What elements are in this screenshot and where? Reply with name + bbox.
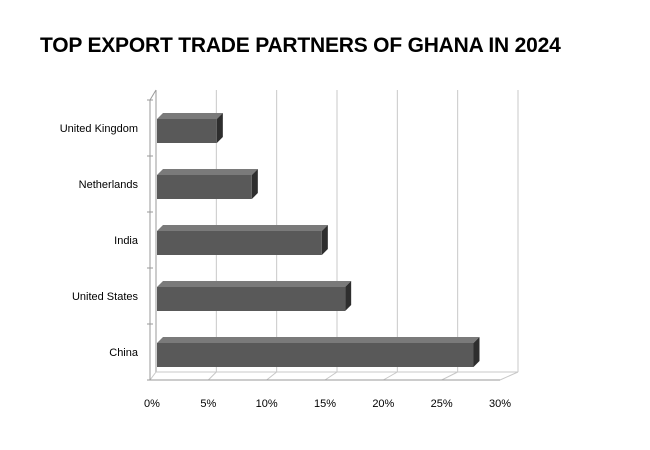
x-tick-label: 20% (372, 398, 394, 410)
bar-side (251, 169, 258, 199)
category-label: China (109, 347, 139, 359)
bar-front (157, 119, 217, 143)
category-label: Netherlands (79, 179, 139, 191)
category-labels: United Kingdom Netherlands India United Sta… (60, 123, 139, 359)
chart-title: TOP EXPORT TRADE PARTNERS OF GHANA IN 20… (40, 34, 561, 57)
bars (157, 113, 480, 367)
bar (157, 281, 352, 311)
x-tick-label: 5% (200, 398, 216, 410)
axes (147, 89, 518, 381)
bar-top (157, 225, 328, 231)
bar-side (473, 337, 480, 367)
bar-top (157, 169, 258, 175)
floor-gridline (324, 371, 338, 381)
bar (157, 337, 480, 367)
bar (157, 113, 223, 143)
floor-gridline (266, 371, 277, 381)
floor-gridline (441, 371, 458, 381)
category-label: India (114, 235, 139, 247)
x-tick-label: 15% (314, 398, 336, 410)
bar (157, 225, 328, 255)
y-axis-top (149, 89, 157, 101)
bar-front (157, 175, 252, 199)
x-tick-label: 10% (256, 398, 278, 410)
floor-gridline (207, 371, 217, 381)
x-tick-label: 30% (489, 398, 511, 410)
category-label: United Kingdom (60, 123, 138, 135)
floor-gridline (383, 371, 398, 381)
bar-top (157, 113, 223, 119)
floor-gridline (499, 371, 519, 381)
bar-front (157, 343, 474, 367)
x-tick-label: 0% (144, 398, 160, 410)
bar (157, 169, 258, 199)
bar-top (157, 281, 352, 287)
bar-side (321, 225, 328, 255)
bar-side (216, 113, 223, 143)
x-tick-labels: 0% 5% 10% 15% 20% 25% 30% (144, 398, 511, 410)
category-label: United States (72, 291, 139, 303)
floor-gridline (149, 371, 157, 381)
bar-top (157, 337, 480, 343)
bar-front (157, 287, 346, 311)
bar-front (157, 231, 322, 255)
bar-side (345, 281, 352, 311)
x-tick-label: 25% (431, 398, 453, 410)
